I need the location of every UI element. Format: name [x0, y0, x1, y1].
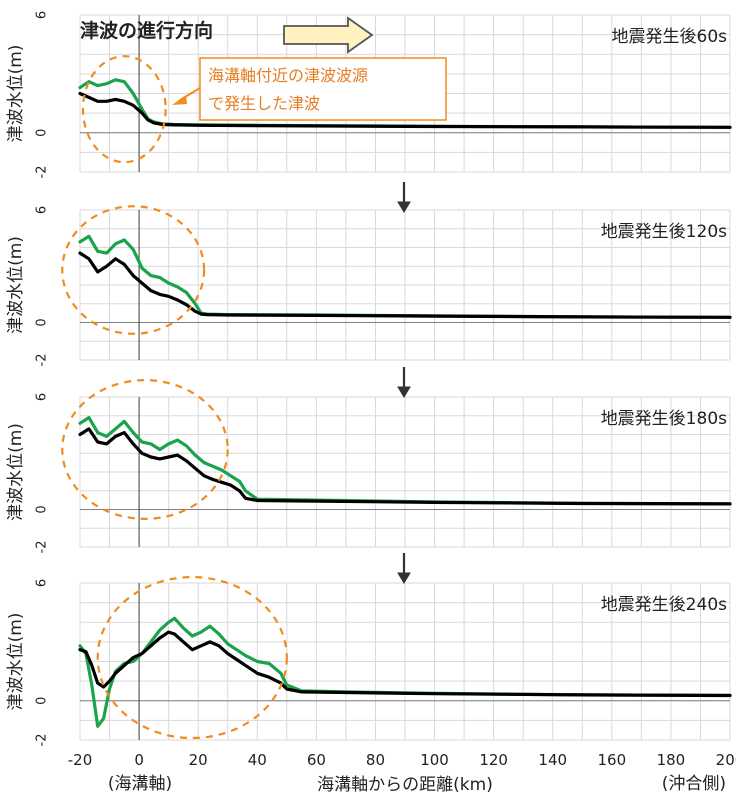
- x-tick-label: 60: [307, 751, 326, 769]
- panels-layer: -206津波水位(m)地震発生後60s-206津波水位(m)地震発生後120s-…: [6, 11, 732, 747]
- x-tick-label: 80: [366, 751, 385, 769]
- y-tick-label: 6: [35, 11, 50, 19]
- source-region-ellipse: [61, 205, 206, 335]
- y-tick-label: -2: [35, 166, 50, 179]
- figure-title: 津波の進行方向: [80, 19, 213, 42]
- x-tick-label: 120: [479, 751, 508, 769]
- x-tick-labels: -20 0 20 40 60 80 100 120 140 160 180 200: [68, 751, 736, 769]
- panel-2: -2 0 6 津波水位(m) 地震発生後120s: [6, 205, 732, 367]
- series-line-black: [78, 630, 732, 698]
- y-tick-label: 0: [35, 505, 50, 513]
- annotation-line-2: で発生した津波: [208, 94, 320, 113]
- x-tick-label: 0: [134, 751, 144, 769]
- y-tick-label: 6: [35, 393, 50, 401]
- y-tick-label: -2: [35, 734, 50, 747]
- y-axis-label: 津波水位(m): [6, 613, 26, 711]
- trench-axis-note: (海溝軸): [108, 774, 172, 794]
- panel-time-label: 地震発生後240s: [601, 595, 727, 615]
- annotation-line-1: 海溝軸付近の津波波源: [208, 66, 368, 85]
- y-tick-label: 0: [35, 318, 50, 326]
- annotation-pointer-head: [172, 95, 187, 105]
- series-line-black: [78, 427, 732, 506]
- y-tick-label: 0: [35, 129, 50, 137]
- x-tick-label: 180: [657, 751, 686, 769]
- source-region-ellipse: [61, 379, 229, 520]
- y-tick-label: -2: [35, 541, 50, 554]
- propagation-direction-arrow: [283, 16, 374, 54]
- x-axis-label: 海溝軸からの距離(km): [317, 775, 493, 795]
- y-tick-label: 6: [35, 579, 50, 587]
- x-tick-label: 100: [420, 751, 449, 769]
- time-step-arrow-2: [397, 367, 411, 398]
- series-line-green: [78, 616, 732, 728]
- x-tick-label: 20: [189, 751, 208, 769]
- y-axis-label: 津波水位(m): [6, 45, 26, 143]
- source-region-ellipse: [81, 55, 167, 164]
- y-axis-label: 津波水位(m): [6, 236, 26, 334]
- y-axis-label: 津波水位(m): [6, 423, 26, 521]
- series-line-black: [78, 91, 732, 129]
- gridlines: [79, 582, 731, 741]
- offshore-note: (沖合側): [662, 774, 726, 794]
- annotation-box: [199, 57, 447, 121]
- panel-4: -2 0 6 津波水位(m) 地震発生後240s: [6, 576, 732, 747]
- source-region-ellipse: [96, 576, 288, 740]
- x-tick-label: 40: [248, 751, 267, 769]
- panel-3: -2 0 6 津波水位(m) 地震発生後180s: [6, 379, 732, 554]
- panel-time-label: 地震発生後180s: [601, 409, 727, 429]
- time-step-arrow-3: [397, 553, 411, 584]
- series-line-black: [78, 251, 732, 319]
- y-tick-label: -2: [35, 354, 50, 367]
- y-tick-label: 0: [35, 697, 50, 705]
- y-tick-label: 6: [35, 206, 50, 214]
- x-tick-label: 160: [597, 751, 626, 769]
- x-tick-label: 200: [716, 751, 736, 769]
- x-tick-label: -20: [68, 751, 93, 769]
- panel-time-label: 地震発生後120s: [601, 222, 727, 242]
- panel-time-label: 地震発生後60s: [612, 27, 728, 47]
- x-tick-label: 140: [538, 751, 567, 769]
- time-step-arrow-1: [397, 182, 411, 213]
